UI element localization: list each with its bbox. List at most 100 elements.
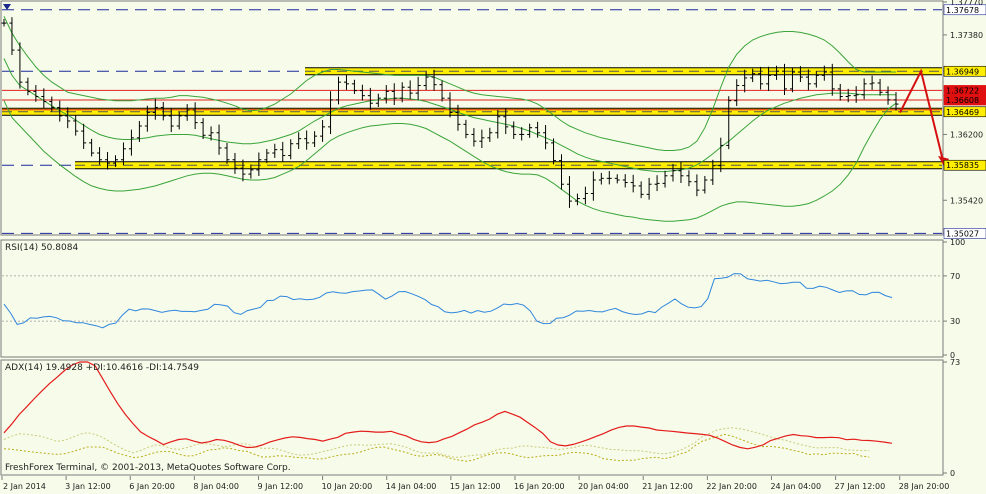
candle: [511, 121, 517, 139]
candle: [81, 123, 87, 149]
candle: [734, 79, 740, 106]
candle: [304, 130, 310, 150]
candle: [821, 65, 827, 81]
candle: [678, 162, 684, 183]
candle: [519, 127, 525, 141]
candle: [128, 129, 134, 156]
candle: [805, 69, 811, 91]
rsi-panel: 100 70 30 0: [2, 238, 965, 360]
rsi-tick-label: 30: [950, 317, 960, 326]
candle: [105, 152, 111, 170]
candle: [447, 92, 453, 118]
candle: [144, 105, 150, 132]
candle: [495, 109, 501, 139]
candle: [17, 42, 23, 89]
price-tick-label: 1.36200: [950, 130, 983, 139]
candle: [710, 159, 716, 185]
candle: [33, 85, 39, 102]
candle: [296, 132, 302, 150]
time-tick-label: 22 Jan 20:00: [706, 482, 757, 491]
time-axis: 2 Jan 2014 3 Jan 12:00 6 Jan 20:00 8 Jan 04…: [1, 476, 949, 491]
price-tick-label: 1.37770: [950, 0, 983, 7]
candle: [423, 71, 429, 91]
candle: [885, 86, 891, 105]
candle: [351, 79, 357, 94]
candle: [399, 82, 405, 103]
adx-tick-label: 0: [950, 469, 955, 478]
candle: [336, 76, 341, 105]
candle: [415, 76, 421, 101]
candle: [869, 75, 875, 90]
time-tick-label: 10 Jan 20:00: [322, 482, 373, 491]
adx-line: [3, 361, 893, 450]
price-level-label: 1.36722: [943, 85, 986, 96]
candle: [391, 83, 397, 106]
candle: [288, 139, 294, 160]
price-panel: [1, 9, 949, 234]
candle: [829, 63, 835, 96]
candle: [216, 124, 222, 155]
candle: [742, 69, 748, 93]
candle: [439, 80, 445, 102]
time-tick-label: 27 Jan 12:00: [835, 482, 886, 491]
time-tick-label: 14 Jan 04:00: [386, 482, 437, 491]
time-tick-label: 9 Jan 12:00: [257, 482, 303, 491]
candle: [200, 118, 206, 140]
candle: [383, 85, 389, 104]
price-level-label: 1.35027: [943, 228, 986, 239]
candle: [598, 172, 604, 185]
candle: [120, 142, 126, 166]
candle: [407, 80, 413, 99]
candle: [320, 120, 326, 142]
rsi-tick-label: 70: [950, 272, 960, 281]
price-tick-label: 1.37380: [950, 31, 983, 40]
candle: [455, 104, 461, 131]
candle: [97, 147, 103, 165]
candle: [160, 102, 166, 121]
candle: [630, 174, 636, 193]
time-tick-label: 21 Jan 12:00: [642, 482, 693, 491]
candle: [813, 70, 819, 88]
candle: [25, 77, 31, 96]
candle: [654, 175, 660, 192]
candle: [280, 141, 286, 162]
candle: [208, 126, 214, 141]
candle: [845, 88, 851, 103]
svg-text:1.36722: 1.36722: [946, 86, 979, 95]
candle: [89, 138, 95, 157]
rsi-tick-label: 0: [950, 351, 955, 360]
candle: [535, 121, 541, 138]
candle: [272, 143, 278, 158]
candle: [797, 66, 803, 82]
candle: [766, 66, 772, 92]
candle: [527, 123, 533, 138]
adx-panel-frame: [0, 359, 944, 476]
candle: [264, 148, 270, 164]
candle: [224, 142, 230, 164]
svg-text:1.36949: 1.36949: [946, 67, 979, 76]
candle: [192, 102, 198, 130]
svg-text:1.36608: 1.36608: [946, 96, 979, 105]
candle: [471, 128, 477, 147]
svg-text:1.36469: 1.36469: [946, 108, 979, 117]
candle: [837, 83, 843, 101]
candle: [670, 163, 676, 182]
candle: [638, 181, 644, 199]
time-tick-label: 15 Jan 12:00: [450, 482, 501, 491]
candle: [375, 93, 381, 107]
svg-text:1.35835: 1.35835: [946, 161, 979, 170]
candle: [789, 67, 795, 93]
candle: [359, 84, 365, 101]
adx-tick-label: 73: [950, 358, 960, 367]
candle: [367, 87, 373, 110]
candle: [543, 125, 549, 150]
candle: [877, 78, 883, 96]
bollinger-upper-line: [3, 16, 896, 151]
candle: [503, 108, 509, 135]
candle: [312, 131, 318, 148]
selection-arrow-icon[interactable]: [3, 4, 11, 10]
candle: [893, 92, 899, 111]
candle: [718, 137, 724, 173]
candle: [861, 78, 867, 100]
